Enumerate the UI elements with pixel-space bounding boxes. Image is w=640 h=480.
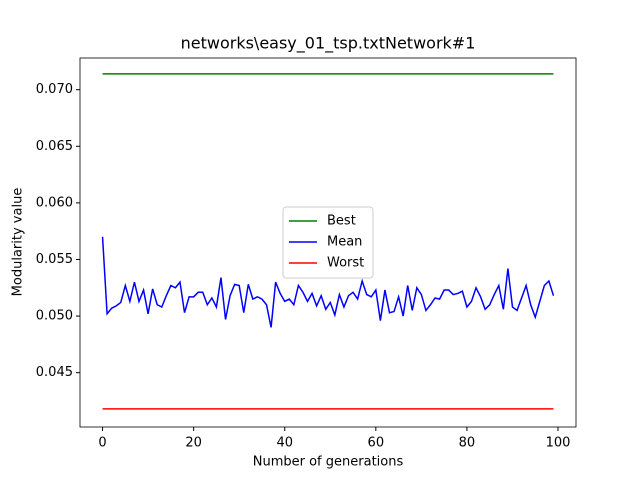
- legend-label: Best: [327, 214, 356, 229]
- x-tick-label: 0: [98, 436, 106, 451]
- x-tick-label: 80: [459, 436, 476, 451]
- legend-label: Mean: [327, 235, 362, 250]
- y-axis-label: Modularity value: [11, 188, 26, 297]
- y-tick-label: 0.050: [36, 309, 73, 324]
- x-axis-label: Number of generations: [253, 455, 404, 470]
- y-tick-label: 0.070: [36, 82, 73, 97]
- legend-box: [282, 206, 374, 279]
- y-tick-label: 0.065: [36, 139, 73, 154]
- x-tick-label: 60: [368, 436, 385, 451]
- legend-label: Worst: [327, 256, 364, 271]
- x-tick-label: 20: [185, 436, 202, 451]
- series-line: [101, 236, 555, 328]
- x-tick-label: 40: [276, 436, 293, 451]
- y-tick-label: 0.060: [36, 195, 73, 210]
- chart-title: networks\easy_01_tsp.txtNetwork#1: [181, 34, 476, 54]
- x-tick-label: 100: [546, 436, 571, 451]
- y-tick-label: 0.055: [36, 252, 73, 267]
- plot-frame: [79, 57, 577, 428]
- y-tick-label: 0.045: [36, 365, 73, 380]
